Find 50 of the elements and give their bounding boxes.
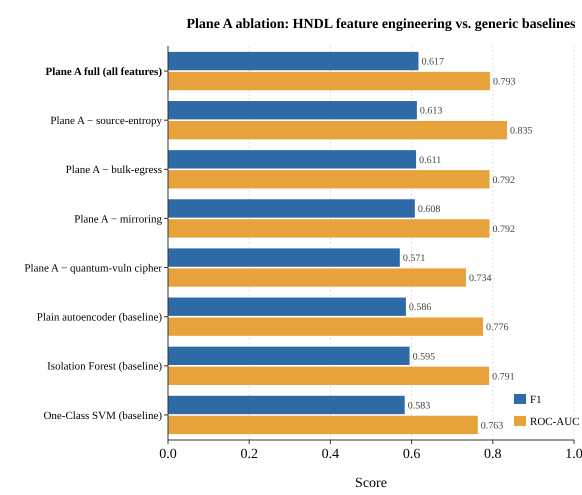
y-tick-label: Plane A full (all features) <box>45 66 162 78</box>
bar <box>168 248 400 267</box>
bar <box>168 268 466 287</box>
bar <box>168 120 508 140</box>
data-label: 0.571 <box>402 253 426 264</box>
bar <box>168 317 484 336</box>
x-tick-label: 0.6 <box>402 447 420 462</box>
data-label: 0.613 <box>420 106 442 117</box>
data-label: 0.595 <box>412 351 436 362</box>
legend-label: F1 <box>530 394 542 406</box>
data-label: 0.608 <box>418 204 440 215</box>
y-tick-label: Plain autoencoder (baseline) <box>36 312 162 324</box>
x-axis-title: Score <box>355 476 387 491</box>
x-tick-label: 0.0 <box>159 447 177 462</box>
data-label: 0.835 <box>510 126 533 137</box>
data-label: 0.792 <box>492 174 516 186</box>
legend-label: ROC-AUC <box>530 416 580 428</box>
y-tick-label: Plane A − source-entropy <box>50 115 162 128</box>
data-label: 0.586 <box>408 302 432 314</box>
data-label: 0.734 <box>469 273 492 284</box>
bar <box>168 416 478 434</box>
bar <box>168 298 406 316</box>
bar <box>168 101 417 120</box>
chart-title: Plane A ablation: HNDL feature engineering vs. generic baselines <box>186 17 576 32</box>
bar <box>168 366 490 385</box>
bar <box>168 72 490 90</box>
data-label: 0.617 <box>422 56 444 68</box>
data-label: 0.791 <box>492 371 515 382</box>
y-tick-label: Isolation Forest (baseline) <box>47 360 162 373</box>
bar <box>168 396 405 414</box>
data-label: 0.583 <box>408 400 430 412</box>
y-tick-label: Plane A − mirroring <box>74 213 162 226</box>
bar <box>168 150 416 169</box>
data-label: 0.763 <box>480 420 504 432</box>
data-label: 0.776 <box>486 322 509 334</box>
y-tick-label: Plane A − bulk-egress <box>66 164 162 176</box>
data-label: 0.793 <box>492 76 516 88</box>
bar <box>168 52 418 70</box>
bar <box>168 170 490 188</box>
bar <box>168 199 415 218</box>
bar <box>168 346 410 366</box>
y-tick-label: One-Class SVM (baseline) <box>43 410 162 422</box>
x-tick-label: 0.4 <box>322 447 340 462</box>
x-tick-label: 0.8 <box>484 447 502 462</box>
x-tick-label: 1.0 <box>565 447 582 462</box>
data-label: 0.611 <box>419 154 442 166</box>
data-label: 0.792 <box>492 224 516 235</box>
x-tick-label: 0.2 <box>240 447 258 462</box>
y-tick-label: Plane A − quantum-vuln cipher <box>24 262 162 274</box>
bar <box>168 219 490 238</box>
